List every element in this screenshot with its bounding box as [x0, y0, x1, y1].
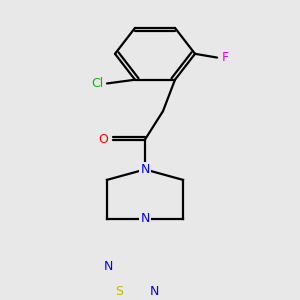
Text: Cl: Cl [91, 77, 103, 90]
Text: S: S [116, 285, 123, 298]
Text: N: N [140, 163, 150, 176]
Text: N: N [104, 260, 113, 273]
Text: O: O [98, 133, 108, 146]
Text: N: N [150, 285, 159, 298]
Text: F: F [221, 51, 229, 64]
Text: N: N [140, 212, 150, 225]
